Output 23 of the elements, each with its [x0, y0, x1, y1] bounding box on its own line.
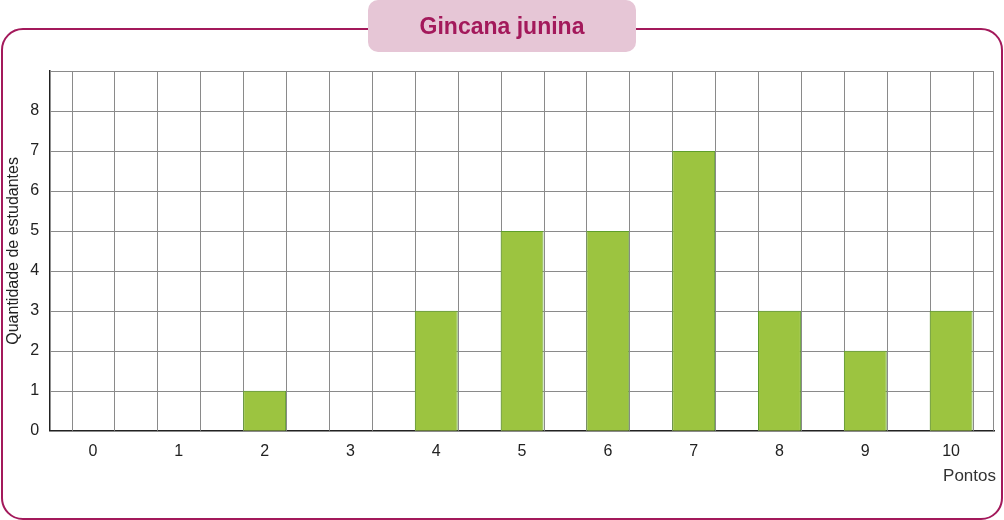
- y-tick-label: 2: [30, 341, 40, 359]
- x-tick-label: 9: [860, 441, 870, 459]
- x-tick-label: 4: [431, 441, 441, 459]
- x-tick-label: 6: [603, 441, 613, 459]
- y-tick-label: 1: [30, 381, 40, 399]
- chart-title: Gincana junina: [368, 0, 636, 52]
- x-tick-label: 8: [775, 441, 785, 459]
- x-tick-label: 10: [942, 441, 961, 459]
- x-tick-label: 7: [689, 441, 699, 459]
- y-tick-label: 4: [30, 261, 40, 279]
- x-tick-label: 0: [88, 441, 98, 459]
- x-tick-label: 1: [174, 441, 184, 459]
- x-axis-title: Pontos: [943, 466, 996, 486]
- y-tick-label: 8: [30, 101, 40, 119]
- y-tick-label: 6: [30, 181, 40, 199]
- y-tick-label: 3: [30, 301, 40, 319]
- x-tick-label: 3: [345, 441, 355, 459]
- y-axis-title: Quantidade de estudantes: [4, 157, 22, 345]
- y-tick-label: 7: [30, 141, 40, 159]
- y-tick-label: 5: [30, 221, 40, 239]
- x-tick-label: 2: [260, 441, 270, 459]
- x-tick-label: 5: [517, 441, 527, 459]
- y-tick-label: 0: [30, 421, 40, 439]
